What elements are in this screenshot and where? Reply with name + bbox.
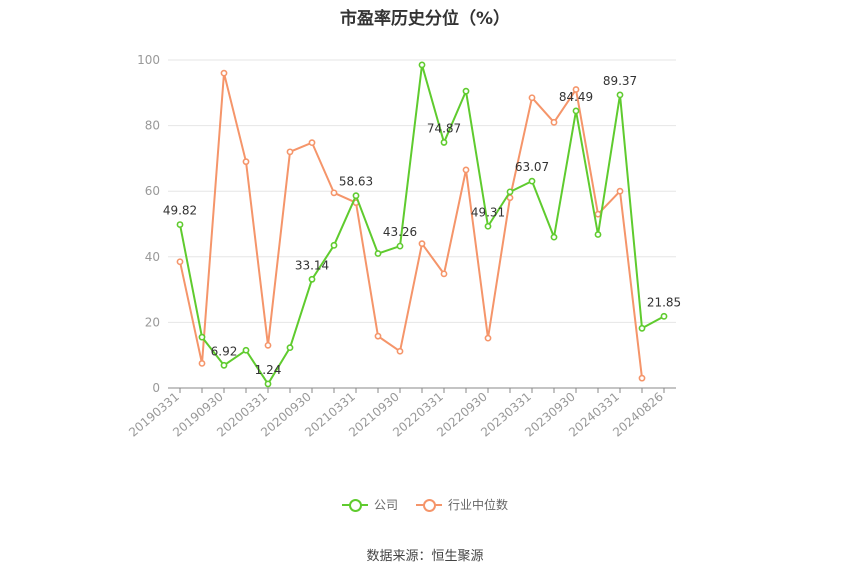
- data-point: [572, 107, 580, 115]
- data-point: [572, 86, 580, 93]
- data-point: [352, 192, 360, 200]
- data-point: [550, 233, 558, 241]
- data-point: [286, 148, 294, 156]
- data-point: [418, 61, 426, 69]
- y-tick-label: 60: [145, 184, 160, 198]
- data-point: [484, 222, 492, 230]
- legend-label-industry-median: 行业中位数: [448, 498, 509, 512]
- data-label: 49.31: [471, 205, 505, 219]
- data-point: [484, 334, 492, 342]
- data-labels: 49.82 6.92 1.24 33.14 58.63 43.26 74.87 49.31 63…: [163, 74, 681, 377]
- data-point: [396, 347, 404, 355]
- y-tick-label: 40: [145, 250, 160, 264]
- data-point: [264, 380, 272, 388]
- data-point: [616, 187, 624, 195]
- data-point: [242, 346, 250, 354]
- data-label: 89.37: [603, 74, 637, 88]
- data-point: [242, 158, 250, 166]
- legend-item-industry-median[interactable]: 行业中位数: [416, 496, 508, 513]
- y-tick-label: 0: [152, 381, 160, 395]
- y-tick-label: 100: [137, 53, 160, 67]
- chart-title: 市盈率历史分位（%）: [339, 9, 511, 29]
- data-point: [462, 87, 470, 95]
- data-label: 43.26: [383, 225, 417, 239]
- data-point: [506, 188, 514, 196]
- data-point: [418, 240, 426, 248]
- data-label: 74.87: [427, 121, 461, 135]
- data-point: [220, 69, 228, 77]
- data-point: [220, 361, 228, 369]
- data-point: [330, 189, 338, 197]
- data-point: [594, 210, 602, 218]
- series-lines: [176, 61, 668, 388]
- data-point: [550, 118, 558, 126]
- legend-item-company[interactable]: 公司: [341, 496, 398, 513]
- data-point: [528, 177, 536, 185]
- data-point: [374, 250, 382, 257]
- data-point: [528, 94, 536, 102]
- y-tick-label: 20: [145, 315, 160, 329]
- data-label: 21.85: [647, 295, 681, 309]
- legend: 公司 行业中位数: [0, 496, 850, 513]
- x-axis: 2019033120190930202003312020093020210331…: [126, 387, 676, 440]
- grid-lines: [168, 59, 676, 323]
- data-point: [638, 324, 646, 332]
- data-point: [638, 374, 646, 382]
- data-label: 58.63: [339, 175, 373, 189]
- data-point: [396, 242, 404, 250]
- data-point: [462, 166, 470, 174]
- data-point: [198, 359, 206, 367]
- data-point: [308, 139, 316, 147]
- data-point: [198, 333, 206, 341]
- data-point: [440, 139, 448, 146]
- y-tick-label: 80: [145, 119, 160, 133]
- source-note: 数据来源：恒生聚源: [366, 549, 484, 564]
- data-label: 84.49: [559, 90, 593, 104]
- data-point: [660, 312, 668, 320]
- data-point: [308, 275, 316, 283]
- legend-swatch-company-icon: [341, 498, 368, 512]
- data-point: [330, 241, 338, 249]
- data-point: [264, 341, 272, 349]
- data-point: [440, 270, 448, 278]
- data-point: [616, 91, 624, 99]
- legend-swatch-industry-icon: [416, 498, 442, 512]
- data-label: 1.24: [255, 363, 282, 377]
- data-point: [594, 231, 602, 238]
- data-point: [176, 258, 184, 266]
- series-line-1: [179, 72, 643, 379]
- data-label: 6.92: [211, 344, 238, 358]
- data-point: [374, 332, 382, 340]
- data-label: 63.07: [515, 160, 549, 174]
- data-label: 33.14: [295, 258, 329, 272]
- legend-label-company: 公司: [373, 498, 398, 512]
- data-point: [176, 221, 184, 228]
- data-label: 49.82: [163, 204, 197, 218]
- data-point: [286, 344, 294, 352]
- y-axis: 0 20 40 60 80 100: [137, 53, 160, 395]
